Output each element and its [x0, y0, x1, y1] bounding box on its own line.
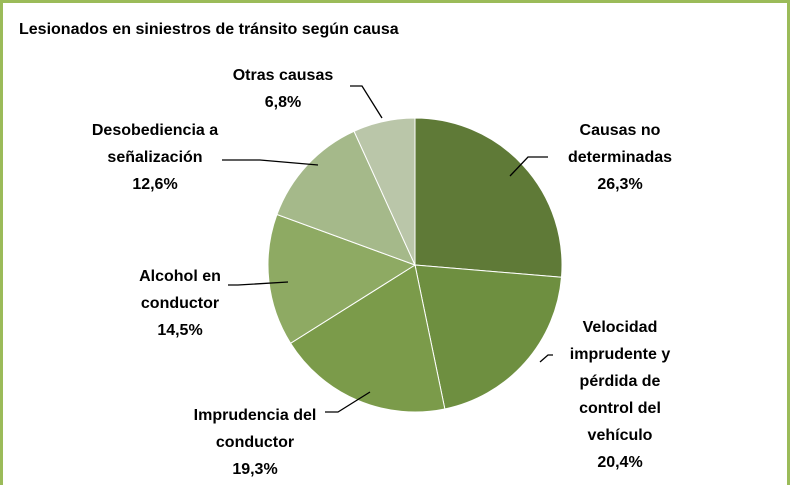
data-label: Velocidad imprudente y pérdida de contro… [555, 314, 685, 476]
data-label: Desobediencia a señalización 12,6% [88, 117, 223, 198]
data-label: Causas no determinadas 26,3% [545, 117, 695, 198]
value-label: 20,4% [597, 454, 643, 471]
value-label: 6,8% [264, 94, 302, 111]
value-label: 12,6% [132, 176, 178, 193]
pie-slice [414, 117, 563, 278]
category-label: Velocidad imprudente y pérdida de contro… [569, 319, 671, 444]
category-label: Causas no determinadas [567, 122, 673, 166]
pie-slice [353, 117, 416, 266]
pie-slice [414, 264, 563, 410]
leader-line [222, 159, 319, 166]
value-label: 19,3% [232, 461, 278, 478]
value-label: 14,5% [157, 322, 203, 339]
pie-slice [267, 213, 417, 344]
data-label: Alcohol en conductor 14,5% [128, 263, 233, 344]
leader-lines [222, 85, 553, 413]
value-label: 26,3% [597, 176, 643, 193]
chart-title: Lesionados en siniestros de tránsito seg… [19, 21, 399, 38]
leader-line [539, 354, 553, 363]
leader-line [228, 281, 289, 286]
data-label: Imprudencia del conductor 19,3% [193, 402, 318, 483]
category-label: Imprudencia del conductor [193, 407, 317, 451]
leader-line [325, 391, 371, 413]
category-label: Alcohol en conductor [139, 268, 221, 312]
leader-line [350, 85, 383, 119]
data-label: Otras causas 6,8% [218, 62, 348, 116]
category-label: Desobediencia a señalización [91, 122, 219, 166]
category-label: Otras causas [232, 67, 334, 84]
leader-line [509, 156, 548, 177]
